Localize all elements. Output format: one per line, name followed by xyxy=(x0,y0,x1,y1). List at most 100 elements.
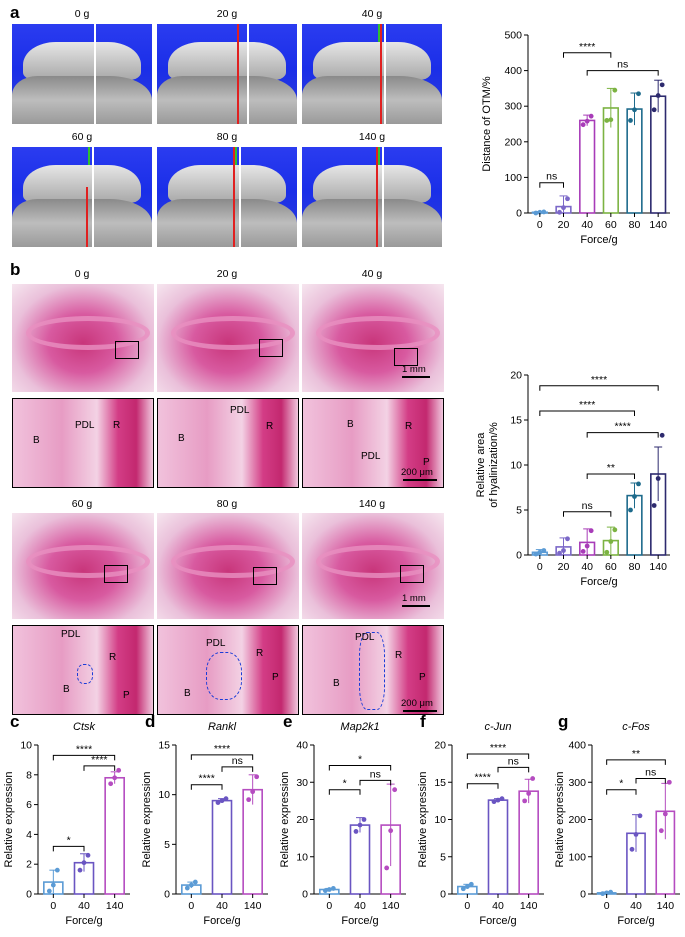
y-tick-label: 0 xyxy=(580,889,586,901)
data-point xyxy=(522,798,528,804)
data-point xyxy=(628,507,633,513)
micro-ct-label-60: 60 g xyxy=(71,131,93,143)
hyalinization-outline xyxy=(77,664,93,684)
significance-bracket xyxy=(466,753,530,759)
significance-label: **** xyxy=(591,374,607,386)
data-point xyxy=(608,117,614,123)
significance-bracket xyxy=(635,778,666,784)
label-pdl: PDL xyxy=(361,451,381,462)
bar xyxy=(104,776,125,895)
y-axis-label: Relative expression xyxy=(3,772,15,868)
data-point xyxy=(223,796,229,802)
label-pdl: PDL xyxy=(206,638,226,649)
histo-zoom-140: PDL B R P 200 μm xyxy=(302,625,444,715)
data-point xyxy=(608,889,614,895)
y-tick-label: 5 xyxy=(164,839,170,851)
bar xyxy=(650,95,667,214)
label-pulp: P xyxy=(423,457,430,468)
micro-ct-label-20: 20 g xyxy=(216,8,238,20)
data-point xyxy=(54,867,60,873)
x-tick-label: 40 xyxy=(581,219,593,231)
data-point xyxy=(353,829,359,834)
x-axis-label: Force/g xyxy=(617,915,654,927)
x-tick-label: 140 xyxy=(657,900,675,912)
x-axis-label: Force/g xyxy=(341,915,378,927)
y-tick-label: 400 xyxy=(504,65,522,77)
data-point xyxy=(600,891,606,897)
data-point xyxy=(604,118,610,123)
y-axis-label: Relative expression xyxy=(279,772,291,868)
data-point xyxy=(108,781,114,787)
x-tick-label: 140 xyxy=(244,900,262,912)
data-point xyxy=(468,881,474,887)
data-point xyxy=(537,209,543,215)
data-point xyxy=(184,885,190,891)
data-point xyxy=(604,890,610,896)
y-tick-label: 0 xyxy=(302,889,308,901)
data-point xyxy=(557,209,562,215)
data-point xyxy=(604,549,610,555)
chart-map2k1: Map2k1 0 10 20 30 40 0 40 140 * ns * Force/g Relative… xyxy=(279,721,406,927)
x-tick-label: 80 xyxy=(629,219,641,231)
label-bone: B xyxy=(63,684,70,695)
significance-bracket xyxy=(328,764,392,771)
significance-bracket xyxy=(606,759,666,765)
x-tick-label: 0 xyxy=(537,219,543,231)
data-point xyxy=(612,527,618,533)
significance-bracket xyxy=(539,182,564,188)
x-tick-label: 40 xyxy=(581,561,593,573)
significance-bracket xyxy=(539,410,635,416)
data-point xyxy=(77,867,83,873)
label-bone: B xyxy=(184,688,191,699)
y-tick-label: 0 xyxy=(516,550,522,562)
significance-label: ns xyxy=(232,755,243,767)
data-point xyxy=(557,550,562,556)
y-tick-label: 100 xyxy=(568,851,586,863)
micro-ct-image-80 xyxy=(157,147,297,247)
data-point xyxy=(584,118,590,124)
significance-bracket xyxy=(586,70,659,76)
chart-otm-distance: 0 100 200 300 400 500 0 20 40 60 80 140 **** ns ns Forc… xyxy=(481,30,670,246)
label-pulp: P xyxy=(272,672,279,683)
data-point xyxy=(330,886,336,891)
label-pulp: P xyxy=(123,690,130,701)
significance-label: * xyxy=(358,753,362,765)
x-tick-label: 140 xyxy=(649,561,667,573)
data-point xyxy=(655,93,661,98)
y-tick-label: 8 xyxy=(26,769,32,781)
data-point xyxy=(388,828,394,834)
histo-overview-80 xyxy=(157,513,299,619)
data-point xyxy=(629,846,635,852)
scale-bar xyxy=(402,605,430,607)
panel-letter-g: g xyxy=(558,712,569,731)
chart-title: Ctsk xyxy=(73,721,96,733)
histo-overview-140: 1 mm xyxy=(302,513,444,619)
data-point xyxy=(658,828,664,834)
x-tick-label: 140 xyxy=(382,900,400,912)
x-axis-label: Force/g xyxy=(65,915,102,927)
data-point xyxy=(541,548,547,553)
data-point xyxy=(628,118,633,123)
x-tick-label: 40 xyxy=(78,900,90,912)
significance-label: **** xyxy=(579,399,595,411)
x-tick-label: 140 xyxy=(520,900,538,912)
significance-label: ns xyxy=(546,171,557,183)
y-tick-label: 30 xyxy=(296,777,308,789)
significance-bracket xyxy=(83,765,116,771)
histo-label-0: 0 g xyxy=(74,268,90,280)
data-point xyxy=(499,796,505,802)
significance-bracket xyxy=(497,766,530,773)
data-point xyxy=(85,852,91,858)
significance-label: * xyxy=(343,778,347,790)
significance-bracket xyxy=(586,432,659,438)
y-axis-label: Relative area xyxy=(475,432,487,498)
data-point xyxy=(632,107,637,113)
bar xyxy=(487,799,509,895)
micro-ct-image-140 xyxy=(302,147,442,247)
y-axis-label: Relative expression xyxy=(141,772,153,868)
y-tick-label: 0 xyxy=(164,889,170,901)
data-point xyxy=(188,882,194,888)
y-axis-label: Relative expression xyxy=(417,772,429,868)
data-point xyxy=(608,539,614,544)
data-point xyxy=(81,860,87,866)
